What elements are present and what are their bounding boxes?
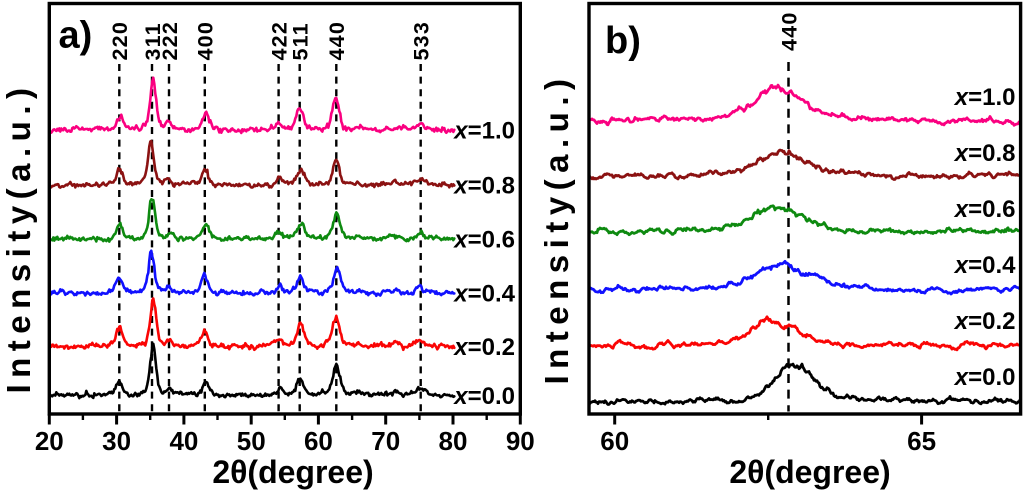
- svg-text:x=0.0: x=0.0: [452, 383, 515, 410]
- svg-text:Intensity(a.u.): Intensity(a.u.): [0, 81, 37, 393]
- svg-text:b): b): [605, 20, 641, 62]
- svg-text:222: 222: [158, 21, 182, 60]
- svg-text:x=0.2: x=0.2: [452, 334, 515, 361]
- svg-text:x=0.4: x=0.4: [452, 281, 515, 308]
- svg-text:40: 40: [169, 426, 198, 456]
- svg-text:x=1.0: x=1.0: [953, 84, 1016, 111]
- svg-text:a): a): [59, 15, 93, 57]
- svg-text:220: 220: [108, 21, 132, 60]
- svg-text:Intensity(a.u.): Intensity(a.u.): [538, 72, 575, 384]
- svg-text:70: 70: [371, 426, 400, 456]
- svg-text:20: 20: [35, 426, 64, 456]
- svg-text:x=0.6: x=0.6: [953, 196, 1016, 223]
- svg-text:422: 422: [267, 21, 291, 60]
- svg-text:x=0.8: x=0.8: [953, 140, 1016, 167]
- svg-text:x=0.4: x=0.4: [953, 252, 1016, 279]
- svg-text:440: 440: [777, 12, 801, 51]
- svg-text:440: 440: [325, 21, 349, 60]
- svg-text:2θ(degree): 2θ(degree): [212, 454, 373, 490]
- svg-text:533: 533: [410, 21, 434, 60]
- svg-text:50: 50: [237, 426, 266, 456]
- svg-text:x=0.0: x=0.0: [953, 364, 1016, 391]
- svg-text:x=0.6: x=0.6: [452, 227, 515, 254]
- svg-text:x=1.0: x=1.0: [452, 118, 515, 145]
- svg-text:65: 65: [907, 426, 936, 456]
- svg-text:x=0.2: x=0.2: [953, 308, 1016, 335]
- svg-text:80: 80: [439, 426, 468, 456]
- svg-text:60: 60: [304, 426, 333, 456]
- svg-text:30: 30: [102, 426, 131, 456]
- svg-text:511: 511: [289, 22, 313, 60]
- svg-text:x=0.8: x=0.8: [452, 173, 515, 200]
- svg-text:90: 90: [506, 426, 535, 456]
- svg-text:2θ(degree): 2θ(degree): [729, 454, 890, 490]
- svg-text:400: 400: [194, 21, 218, 60]
- svg-text:311: 311: [141, 22, 165, 60]
- svg-text:60: 60: [600, 426, 629, 456]
